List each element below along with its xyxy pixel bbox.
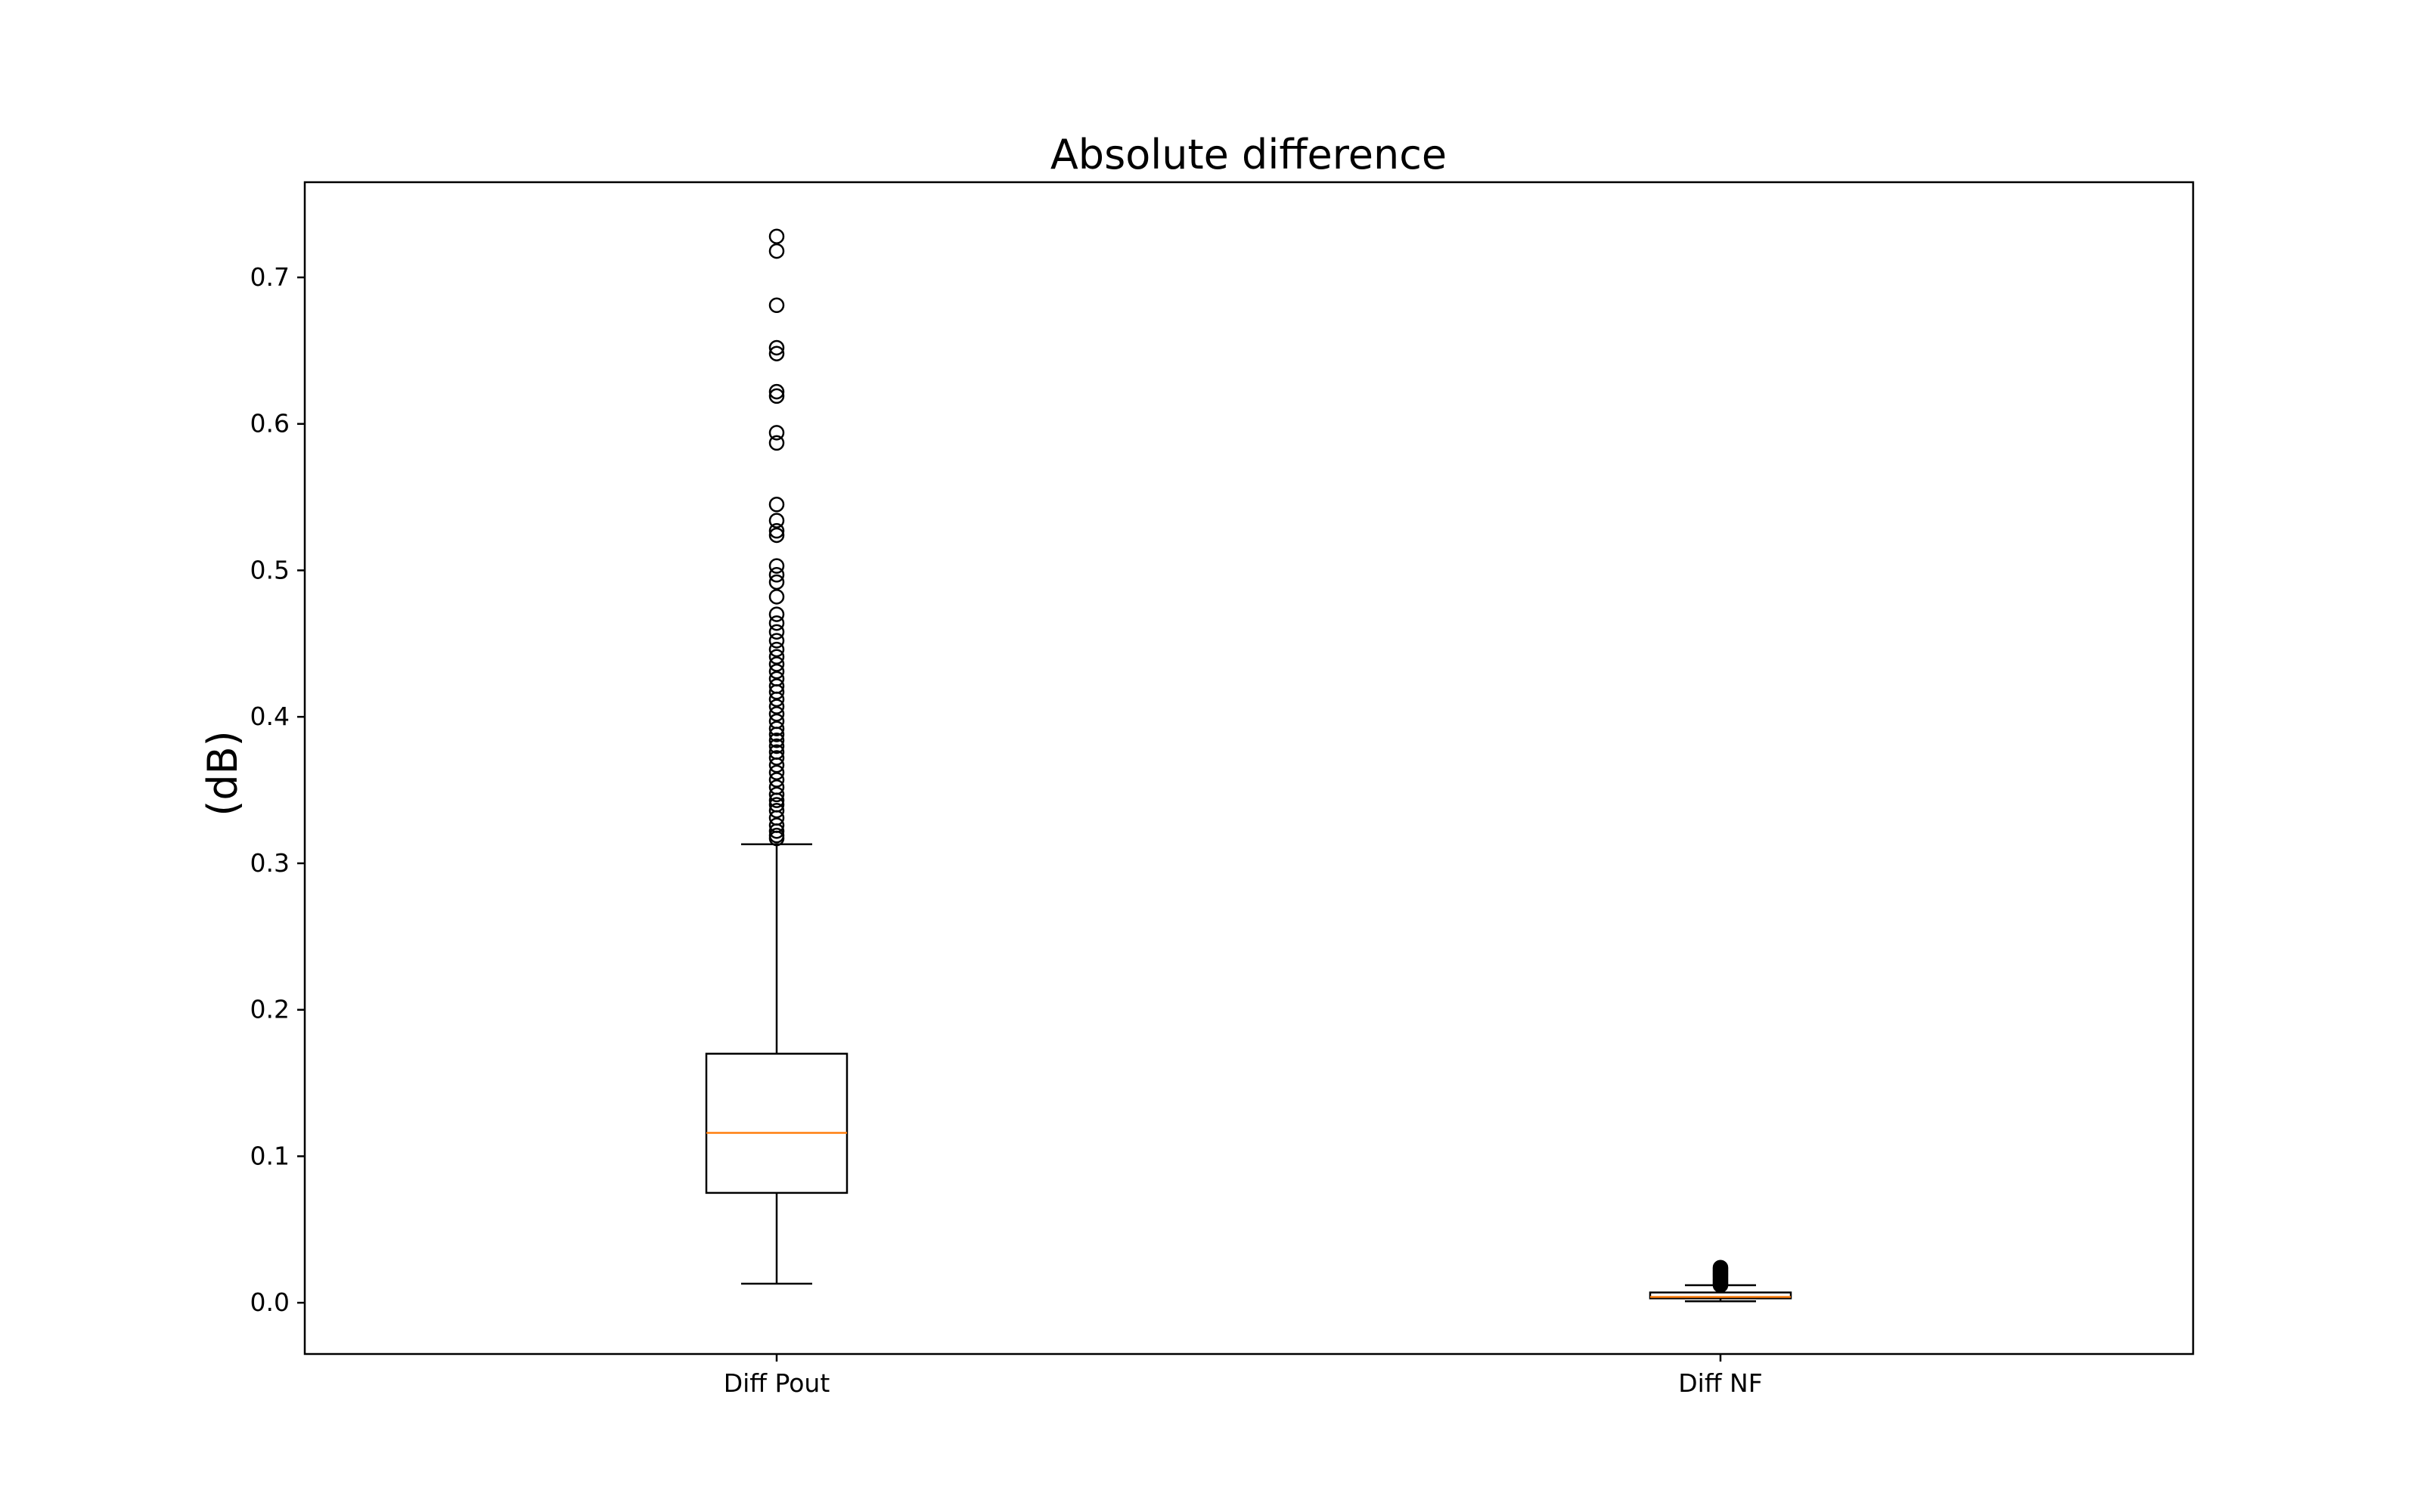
outlier-point	[768, 522, 785, 539]
outlier-point	[768, 817, 785, 833]
plot-area: 0.0 0.1 0.2 0.3 0.4 0.5 0.6 0.7 Diff Pout Diff NF	[250, 228, 1792, 1398]
outlier-point	[1712, 1259, 1729, 1275]
outlier-point	[768, 750, 785, 766]
outlier-point	[768, 720, 785, 736]
outlier-point	[768, 699, 785, 714]
outlier-point	[768, 656, 785, 672]
outlier-point	[768, 649, 785, 665]
outlier-point	[768, 574, 785, 590]
x-tick-label: Diff NF	[1678, 1368, 1762, 1398]
outlier-point	[768, 497, 785, 513]
outlier-point	[768, 706, 785, 722]
outlier-point	[768, 633, 785, 649]
outlier-point	[768, 671, 785, 687]
outlier-point	[768, 732, 785, 748]
outlier-point	[768, 764, 785, 781]
outlier-point	[768, 243, 785, 259]
outlier-point	[768, 786, 785, 803]
outlier-point	[768, 738, 785, 754]
outlier-point	[768, 744, 785, 760]
y-axis-label: (dB)	[199, 730, 247, 816]
y-tick-label: 0.2	[250, 995, 290, 1024]
outlier-point	[768, 345, 785, 361]
outlier-point	[768, 779, 785, 795]
outlier-point	[768, 713, 785, 730]
y-tick-label: 0.0	[250, 1287, 290, 1317]
plot-frame	[303, 181, 2195, 1356]
outlier-point	[768, 797, 785, 813]
outlier-point	[768, 435, 785, 451]
outlier-point	[768, 297, 785, 313]
outlier-point	[768, 641, 785, 658]
outlier-point	[768, 383, 785, 400]
x-tick-label: Diff Pout	[724, 1368, 830, 1398]
outlier-point	[768, 567, 785, 583]
iqr-box	[705, 1052, 849, 1194]
outlier-point	[768, 339, 785, 356]
y-tick-label: 0.5	[250, 555, 290, 584]
chart-title: Absolute difference	[1050, 131, 1447, 178]
outlier-point	[768, 558, 785, 574]
outlier-point	[768, 527, 785, 544]
outlier-point	[768, 425, 785, 441]
outlier-point	[768, 615, 785, 631]
y-tick-label: 0.7	[250, 262, 290, 292]
outlier-point	[768, 827, 785, 844]
outlier-point	[768, 802, 785, 819]
outlier-point	[768, 678, 785, 694]
outlier-point	[768, 589, 785, 605]
y-tick-label: 0.4	[250, 702, 290, 731]
outlier-point	[768, 606, 785, 622]
outlier-point	[768, 228, 785, 244]
outlier-point	[768, 513, 785, 528]
outlier-point	[768, 663, 785, 680]
outlier-point	[768, 772, 785, 788]
outlier-point	[768, 624, 785, 640]
y-tick-label: 0.6	[250, 409, 290, 438]
outlier-point	[768, 388, 785, 404]
y-tick-label: 0.1	[250, 1141, 290, 1170]
y-tick-label: 0.3	[250, 848, 290, 878]
